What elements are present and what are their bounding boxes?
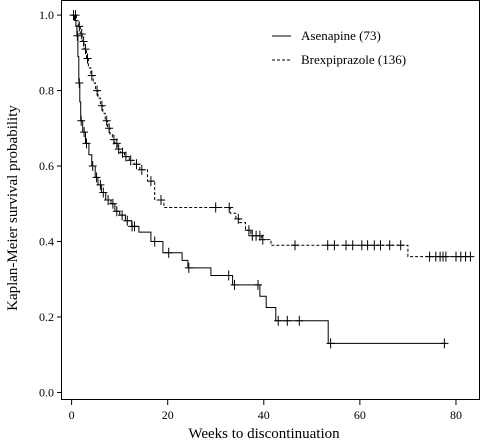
censor-mark: [348, 240, 357, 251]
censor-mark: [121, 151, 130, 162]
censor-mark: [342, 240, 350, 251]
censor-mark: [224, 270, 233, 281]
x-tick-label: 80: [450, 408, 462, 422]
x-axis-ticks: 0 20 40 60 80: [69, 400, 462, 422]
y-tick-label: 0.4: [39, 235, 54, 249]
censor-mark: [323, 240, 332, 251]
censor-mark: [254, 279, 262, 290]
legend-label-0: Asenapine (73): [301, 28, 381, 43]
y-tick-label: 0.0: [39, 385, 54, 399]
censor-mark: [93, 85, 102, 96]
censor-mark: [81, 44, 90, 55]
censor-mark: [396, 240, 405, 251]
y-tick-label: 1.0: [39, 8, 54, 22]
censor-mark: [150, 236, 159, 247]
series-1: [71, 10, 475, 262]
censor-mark: [441, 251, 450, 262]
censor-mark: [102, 115, 111, 126]
censor-mark: [73, 30, 82, 41]
censor-mark: [283, 315, 292, 326]
censor-mark: [137, 164, 146, 175]
censor-mark: [211, 202, 220, 213]
censor-mark: [376, 240, 385, 251]
censor-mark: [466, 251, 475, 262]
censor-mark: [77, 115, 86, 126]
plot-frame: [61, 0, 480, 400]
censor-mark: [96, 179, 105, 190]
censor-mark: [75, 78, 84, 88]
y-tick-label: 0.6: [39, 159, 54, 173]
censor-mark: [184, 262, 193, 273]
x-tick-label: 0: [69, 408, 75, 422]
censor-mark: [274, 315, 283, 326]
censor-mark: [146, 176, 155, 187]
x-tick-label: 20: [162, 408, 174, 422]
censor-mark: [132, 159, 141, 170]
censor-mark: [92, 172, 101, 183]
y-axis-title: Kaplan-Meier survival probability: [5, 105, 21, 311]
censor-mark: [258, 234, 267, 245]
x-tick-label: 60: [354, 408, 366, 422]
censor-mark: [104, 195, 113, 205]
series-layer: [69, 10, 475, 349]
censor-mark: [88, 161, 97, 171]
censor-mark: [112, 206, 121, 217]
censor-mark: [118, 210, 127, 221]
censor-mark: [105, 123, 114, 134]
y-tick-label: 0.2: [39, 310, 54, 324]
censor-mark: [80, 127, 89, 138]
censor-mark: [225, 202, 234, 213]
censor-mark: [440, 338, 449, 349]
censor-mark: [87, 70, 96, 81]
censor-mark: [244, 225, 253, 236]
legend-label-1: Brexpiprazole (136): [301, 52, 406, 67]
censor-mark: [71, 10, 80, 21]
legend: Asenapine (73) Brexpiprazole (136): [272, 28, 406, 67]
censor-mark: [77, 29, 86, 39]
censor-mark: [157, 195, 165, 205]
y-tick-label: 0.8: [39, 84, 54, 98]
censor-mark: [130, 221, 139, 232]
censor-mark: [79, 36, 88, 47]
x-tick-label: 40: [258, 408, 270, 422]
censor-mark: [330, 240, 339, 251]
censor-mark: [291, 240, 299, 251]
x-axis-title: Weeks to discontinuation: [188, 426, 340, 442]
censor-mark: [126, 155, 135, 166]
censor-mark: [99, 187, 108, 198]
censor-mark: [123, 215, 132, 226]
censor-mark: [385, 240, 394, 251]
censor-mark: [97, 100, 106, 111]
censor-mark: [295, 315, 304, 326]
censor-mark: [326, 338, 335, 349]
y-axis-ticks: 0.0 0.2 0.4 0.6 0.8 1.0: [39, 8, 62, 399]
censor-mark: [112, 138, 121, 149]
censor-mark: [234, 213, 243, 224]
censor-mark: [363, 240, 372, 251]
censor-mark: [108, 198, 117, 209]
censor-mark: [82, 138, 91, 149]
censor-mark: [75, 21, 84, 32]
censor-mark: [164, 247, 173, 258]
censor-mark: [83, 53, 92, 64]
censor-mark: [230, 279, 239, 290]
